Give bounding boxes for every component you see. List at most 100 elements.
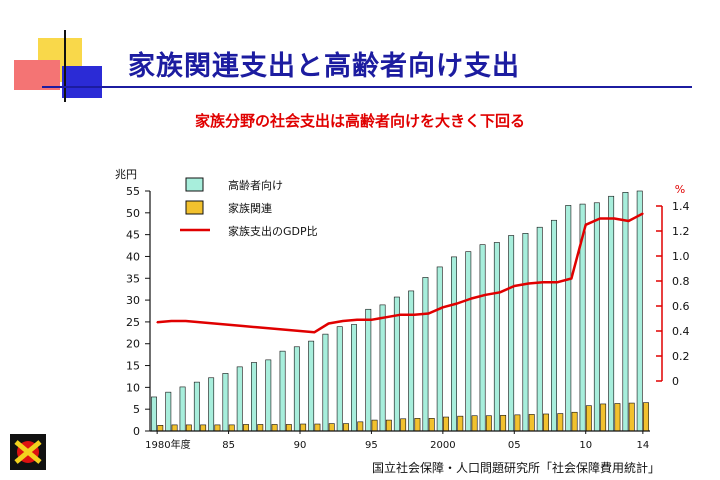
- slide-subtitle: 家族分野の社会支出は高齢者向けを大きく下回る: [194, 112, 525, 130]
- gdp-point: [613, 217, 616, 220]
- bar-elderly: [408, 290, 415, 432]
- gdp-point: [284, 328, 287, 331]
- bar-family: [543, 413, 549, 432]
- bar-family: [614, 403, 621, 432]
- bar-family: [185, 424, 192, 432]
- gdp-point: [199, 321, 201, 324]
- gdp-point: [356, 318, 358, 321]
- bar-elderly: [365, 308, 372, 432]
- bar-elderly: [436, 266, 443, 432]
- deco-vertical-line: [64, 30, 66, 102]
- bar-elderly: [465, 251, 472, 432]
- bar-family: [528, 414, 535, 432]
- right-tick-label: 0.6: [672, 300, 690, 313]
- left-tick-label: 50: [126, 207, 140, 220]
- bar-family: [314, 423, 321, 432]
- bar-elderly: [222, 373, 229, 432]
- bars-group: [151, 190, 649, 432]
- legend: 高齢者向け 家族関連 家族支出のGDP比: [180, 177, 318, 238]
- gdp-point: [399, 313, 401, 316]
- slide-title: 家族関連支出と高齢者向け支出: [128, 51, 520, 82]
- logo: [10, 434, 46, 470]
- gdp-line-group: [156, 212, 644, 334]
- gdp-point: [442, 306, 444, 309]
- bar-elderly: [279, 350, 286, 432]
- bar-elderly: [193, 381, 200, 432]
- source-note: 国立社会保障・人口問題研究所「社会保障費用統計」: [372, 461, 661, 475]
- right-axis-unit: %: [675, 183, 685, 196]
- bar-elderly: [208, 377, 215, 432]
- bar-elderly: [536, 226, 543, 432]
- left-tick-label: 0: [133, 425, 140, 438]
- legend-swatch-elderly: [185, 177, 204, 192]
- bar-elderly: [422, 277, 429, 432]
- bar-elderly: [151, 396, 157, 432]
- bar-family: [643, 402, 649, 432]
- bar-family: [385, 419, 392, 432]
- left-axis-unit: 兆円: [115, 168, 137, 181]
- gdp-point: [642, 212, 644, 215]
- gdp-point: [570, 277, 573, 280]
- x-tick-label: 14: [636, 440, 649, 451]
- bar-family: [157, 425, 164, 432]
- gdp-point: [427, 312, 430, 315]
- right-tick-label: 1.4: [672, 200, 690, 213]
- x-tick-label: 90: [294, 440, 307, 451]
- gdp-point: [599, 217, 601, 220]
- axes-group: 051015202530354045505500.20.40.60.81.01.…: [126, 185, 690, 451]
- bar-family: [200, 424, 207, 432]
- left-tick-label: 15: [126, 360, 140, 373]
- gdp-point: [256, 326, 258, 329]
- legend-label-family: 家族関連: [228, 201, 272, 215]
- bar-elderly: [508, 235, 515, 432]
- right-tick-label: 0.4: [672, 325, 690, 338]
- left-tick-label: 25: [126, 316, 140, 329]
- bar-elderly: [379, 304, 386, 432]
- gdp-point: [456, 302, 458, 305]
- bar-elderly: [251, 362, 257, 432]
- bar-family: [585, 405, 592, 432]
- x-tick-label: 85: [222, 440, 235, 451]
- left-tick-label: 10: [126, 381, 140, 394]
- gdp-point: [156, 321, 158, 324]
- bar-family: [471, 415, 478, 432]
- legend-label-gdp: 家族支出のGDP比: [228, 224, 318, 238]
- legend-swatch-family: [185, 200, 204, 215]
- gdp-point: [513, 285, 516, 287]
- bar-family: [300, 423, 307, 432]
- bar-family: [214, 424, 221, 432]
- bar-elderly: [608, 195, 615, 432]
- bar-family: [628, 402, 635, 432]
- left-tick-label: 30: [126, 294, 140, 307]
- bar-elderly: [293, 346, 300, 432]
- gdp-point: [270, 327, 273, 330]
- x-tick-label: 95: [365, 440, 378, 451]
- bar-family: [400, 418, 407, 432]
- bar-elderly: [622, 192, 629, 432]
- right-tick-label: 1.0: [672, 250, 690, 263]
- bar-elderly: [393, 296, 400, 432]
- gdp-point: [627, 220, 630, 222]
- bar-family: [457, 415, 464, 432]
- gdp-point: [184, 320, 187, 322]
- gdp-point: [470, 297, 473, 300]
- gdp-point: [584, 223, 587, 226]
- right-tick-label: 0.8: [672, 275, 690, 288]
- bar-family: [600, 403, 607, 432]
- left-tick-label: 5: [133, 403, 140, 416]
- bar-elderly: [493, 242, 500, 432]
- bar-elderly: [479, 244, 486, 432]
- left-tick-label: 35: [126, 272, 140, 285]
- bar-family: [171, 424, 178, 432]
- right-tick-label: 1.2: [672, 225, 690, 238]
- bar-family: [514, 414, 521, 432]
- logo-icon: [14, 440, 42, 464]
- gdp-point: [342, 320, 344, 322]
- deco-blue-square: [62, 66, 102, 98]
- left-tick-label: 45: [126, 229, 140, 242]
- legend-label-elderly: 高齢者向け: [228, 178, 283, 192]
- bar-elderly: [522, 233, 529, 432]
- bar-elderly: [265, 359, 272, 432]
- right-tick-label: 0: [672, 375, 679, 388]
